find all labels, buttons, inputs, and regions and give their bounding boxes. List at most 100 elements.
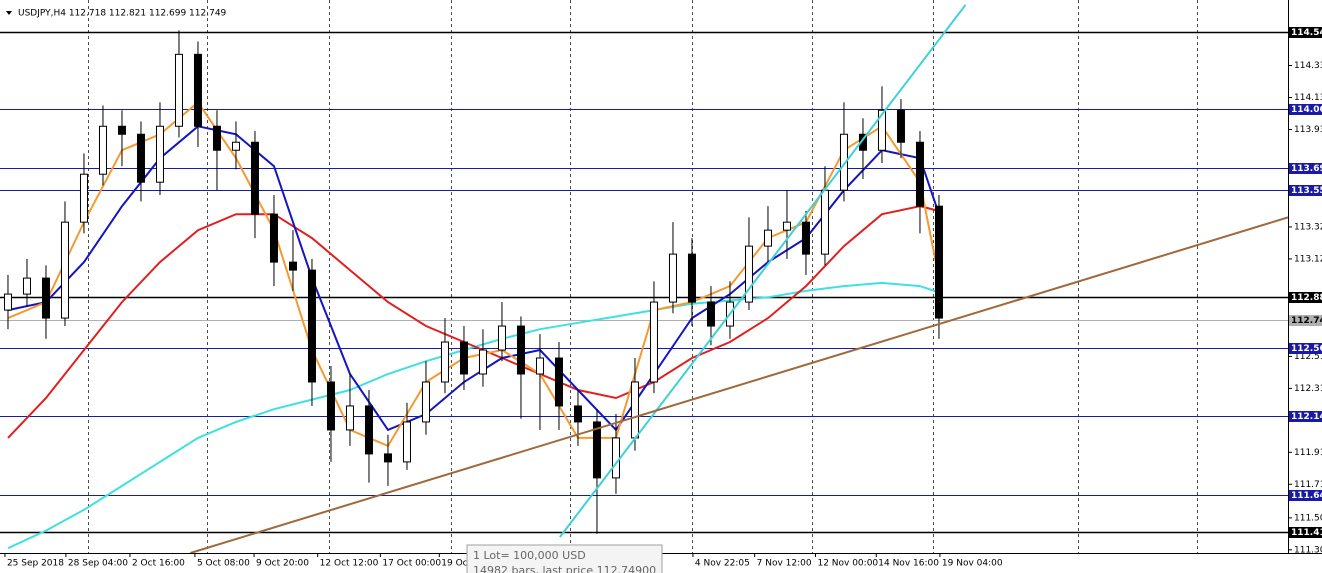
candle-body [744,245,753,303]
x-tick-label: 14 Nov 16:00 [878,559,939,569]
candle-body [516,325,525,375]
candle-body [782,221,791,231]
level-label: 112.56 [1291,344,1322,354]
level-label-box [1289,27,1322,38]
candle-body [193,53,202,127]
candle-body [706,301,715,327]
candle-body [554,357,563,407]
candle-body [497,325,506,351]
candle-body [79,173,88,223]
level-label: 113.69 [1291,164,1322,174]
candle-body [383,453,392,463]
candle-body [440,341,449,383]
candle-body [630,381,639,439]
candle-body [231,141,240,151]
candle-body [820,189,829,255]
tooltip-box [466,544,663,573]
level-label: 113.55 [1291,186,1322,196]
y-tick-label: 112.51 [1294,352,1322,362]
candle-body [934,205,943,319]
candle-body [896,109,905,143]
candle-body [611,437,620,479]
candle-body [915,141,924,207]
candle-body [174,53,183,127]
trend-line [190,216,1289,554]
candle-body [535,357,544,375]
x-tick-label: 28 Sep 04:00 [68,559,128,569]
level-label-box [1289,343,1322,354]
plot-area [0,0,1289,554]
level-label-box [1289,163,1322,174]
y-tick-label: 113.32 [1294,222,1322,232]
y-tick-label: 111.50 [1294,513,1322,523]
candle-body [269,213,278,263]
level-label: 114.06 [1291,105,1322,115]
chart-title: USDJPY,H4 112.718 112.821 112.699 112.74… [18,9,227,19]
level-label: 112.88 [1291,293,1322,303]
candle-body [60,221,69,319]
x-tick-label: 17 Oct 00:00 [382,559,441,569]
candle-body [41,277,50,319]
candle-body [364,405,373,455]
candle-body [402,421,411,463]
y-tick-label: 111.30 [1294,545,1322,555]
y-tick-label: 111.71 [1294,480,1322,490]
tooltip-line: 14982 bars, last price 112.74900 [473,564,656,573]
y-tick-label: 113.93 [1294,125,1322,135]
x-tick-label: 4 Nov 22:05 [695,559,750,569]
candle-body [98,125,107,175]
candle-body [117,125,126,135]
candle-body [592,421,601,479]
x-tick-label: 9 Oct 20:00 [256,559,309,569]
tooltip-line: 1 Lot= 100,000 USD [473,549,586,562]
candle-body [459,341,468,375]
candle-body [421,381,430,423]
level-label-box [1289,490,1322,501]
y-tick-label: 112.31 [1294,384,1322,394]
x-tick-label: 25 Sep 2018 [7,559,64,569]
candle-body [326,381,335,431]
candle-body [801,221,810,255]
y-tick-label: 111.91 [1294,448,1322,458]
level-label: 112.74 [1291,316,1322,326]
x-tick-label: 7 Nov 12:00 [757,559,812,569]
menu-arrow[interactable] [6,11,12,15]
level-label-box [1289,315,1322,326]
candle-body [288,261,297,271]
candle-body [307,269,316,383]
candle-body [687,253,696,303]
level-label-box [1289,104,1322,115]
level-label-box [1289,292,1322,303]
y-tick-label: 114.13 [1294,93,1322,103]
candle-body [573,405,582,423]
y-tick-label: 113.12 [1294,254,1322,264]
candle-body [212,125,221,151]
level-label-box [1289,527,1322,538]
candle-body [763,229,772,247]
x-tick-label: 19 Nov 04:00 [942,559,1003,569]
candle-body [155,125,164,183]
level-label: 114.54 [1291,28,1322,38]
candle-body [3,293,12,311]
x-tick-label: 12 Oct 12:00 [320,559,379,569]
trend-line [559,4,967,538]
candle-body [649,301,658,383]
level-label-box [1289,185,1322,196]
level-label: 111.41 [1291,528,1322,538]
y-tick-label: 114.33 [1294,61,1322,71]
x-tick-label: 5 Oct 08:00 [197,559,250,569]
candle-body [877,109,886,151]
candle-body [250,141,259,215]
level-label: 111.64 [1291,491,1322,501]
candle-body [839,133,848,191]
x-tick-label: 2 Oct 16:00 [132,559,185,569]
x-tick-label: 12 Nov 00:00 [817,559,878,569]
candle-body [136,133,145,183]
candle-body [345,405,354,431]
candle-body [478,349,487,375]
candle-body [22,277,31,295]
level-label: 112.14 [1291,412,1322,422]
